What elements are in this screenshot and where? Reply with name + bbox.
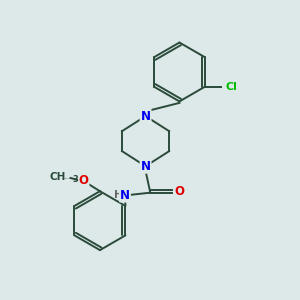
- Text: N: N: [141, 160, 151, 173]
- Text: H: H: [114, 190, 123, 200]
- Text: O: O: [79, 174, 89, 188]
- Text: N: N: [141, 110, 151, 123]
- Text: N: N: [120, 188, 130, 202]
- Text: O: O: [175, 185, 185, 198]
- Text: methoxy: methoxy: [64, 177, 71, 178]
- Text: Cl: Cl: [226, 82, 237, 92]
- Text: 3: 3: [73, 175, 79, 184]
- Text: CH: CH: [50, 172, 66, 182]
